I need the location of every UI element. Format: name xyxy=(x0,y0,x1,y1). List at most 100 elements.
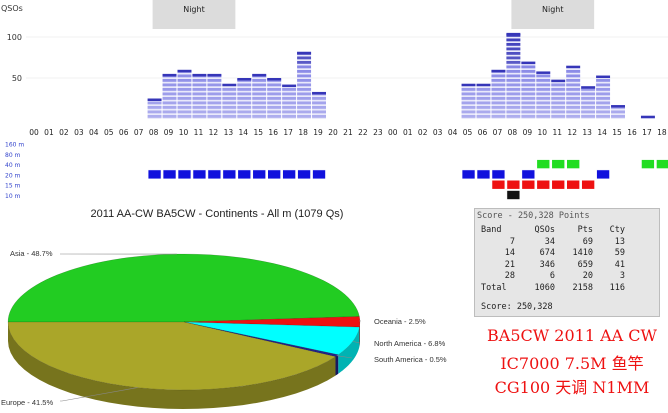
bar-segment xyxy=(476,110,491,114)
bar-segment xyxy=(207,97,222,100)
bar-segment xyxy=(207,92,222,96)
bar-cap xyxy=(252,73,267,77)
pie-slice-label: Oceania - 2.5% xyxy=(374,317,426,326)
table-cell: 28 xyxy=(504,271,515,281)
hour-tick-label: 11 xyxy=(552,128,562,137)
bar-segment xyxy=(222,106,237,109)
bar-segment xyxy=(521,83,536,87)
bar-segment xyxy=(282,110,297,114)
hour-tick-label: 18 xyxy=(298,128,308,137)
bar-cap xyxy=(177,69,192,73)
table-cell: 7 xyxy=(509,236,515,247)
bar-segment xyxy=(162,97,177,100)
bar-segment xyxy=(267,101,282,105)
band-activity-cell xyxy=(267,169,281,180)
bar-segment xyxy=(506,92,521,96)
bar-segment xyxy=(192,79,207,82)
band-activity-cell xyxy=(506,179,521,190)
bar xyxy=(476,83,491,119)
bar xyxy=(611,105,625,119)
bar xyxy=(596,75,611,119)
bar-segment xyxy=(147,106,162,109)
bar-segment xyxy=(536,110,551,114)
bar xyxy=(222,83,237,119)
band-label: 15 m xyxy=(5,183,21,190)
table-cell: 116 xyxy=(609,282,625,293)
table-cell: QSOs xyxy=(534,225,555,235)
bar-segment xyxy=(506,83,521,87)
table-row: 21 346 659 41 xyxy=(479,260,627,272)
band-label: 40 m xyxy=(5,162,21,169)
hour-tick-label: 03 xyxy=(433,128,443,137)
bar-segment xyxy=(297,65,312,69)
bar-segment xyxy=(282,115,297,118)
bar-segment xyxy=(521,106,536,109)
bar-segment xyxy=(207,106,222,109)
table-cell: Total xyxy=(481,282,507,293)
pie-slice-label: South America - 0.5% xyxy=(374,355,447,364)
pie-slice-label: North America - 6.8% xyxy=(374,339,446,348)
night-band xyxy=(511,0,595,29)
band-activity-cell xyxy=(581,179,595,190)
bar-segment xyxy=(177,97,192,100)
bar-cap xyxy=(491,69,506,73)
bar-segment xyxy=(521,70,536,73)
bar-segment xyxy=(162,88,177,91)
bar-segment xyxy=(461,97,476,100)
hour-tick-label: 08 xyxy=(149,128,159,137)
band-activity-cell xyxy=(222,169,237,180)
bar-segment xyxy=(177,74,192,78)
hour-tick-label: 00 xyxy=(29,128,39,137)
bar-segment xyxy=(312,101,326,105)
band-activity-cell xyxy=(521,169,536,180)
hour-tick-label: 05 xyxy=(104,128,114,137)
bar-segment xyxy=(312,97,326,100)
bar-cap xyxy=(581,86,596,89)
bar-segment xyxy=(297,70,312,73)
caption-line-1: BA5CW 2011 AA CW xyxy=(487,326,657,345)
pie-leader-line xyxy=(336,355,353,359)
hour-tick-label: 02 xyxy=(59,128,69,137)
hour-tick-label: 03 xyxy=(74,128,84,137)
hour-tick-label: 20 xyxy=(328,128,338,137)
bar-segment xyxy=(222,115,237,118)
bar-segment xyxy=(566,88,581,91)
bar xyxy=(536,71,551,119)
bar-segment xyxy=(521,101,536,105)
bar-segment xyxy=(506,88,521,91)
hour-tick-label: 01 xyxy=(44,128,54,137)
bar-segment xyxy=(177,83,192,87)
table-cell: Band xyxy=(481,225,502,235)
bar-segment xyxy=(536,88,551,91)
bar-segment xyxy=(297,83,312,87)
band-label: 160 m xyxy=(5,142,24,149)
band-activity-cell xyxy=(207,169,222,180)
pie-slice-side xyxy=(335,354,339,376)
caption-line-2: IC7000 7.5M 鱼竿 xyxy=(500,354,644,373)
bar-segment xyxy=(506,74,521,78)
bar-segment xyxy=(177,88,192,91)
bar-segment xyxy=(282,92,297,96)
hour-tick-label: 14 xyxy=(597,128,607,137)
bar-segment xyxy=(581,88,596,91)
bar-segment xyxy=(177,101,192,105)
bar-segment xyxy=(566,101,581,105)
hour-tick-label: 07 xyxy=(493,128,503,137)
table-row: 7 34 69 13 xyxy=(479,237,627,249)
band-activity-cell xyxy=(476,169,491,180)
bar-segment xyxy=(267,110,282,114)
bar-segment xyxy=(237,92,252,96)
bar-segment xyxy=(297,110,312,114)
bar-segment xyxy=(491,97,506,100)
pie-slice xyxy=(7,253,360,323)
hour-tick-label: 12 xyxy=(209,128,219,137)
bar-segment xyxy=(536,79,551,82)
bar-segment xyxy=(162,115,177,118)
bar-segment xyxy=(162,92,177,96)
bar-segment xyxy=(267,97,282,100)
bar-cap xyxy=(147,98,162,101)
bar-segment xyxy=(461,115,476,118)
bar-segment xyxy=(566,83,581,87)
bar-segment xyxy=(536,101,551,105)
bar-segment xyxy=(237,115,252,118)
